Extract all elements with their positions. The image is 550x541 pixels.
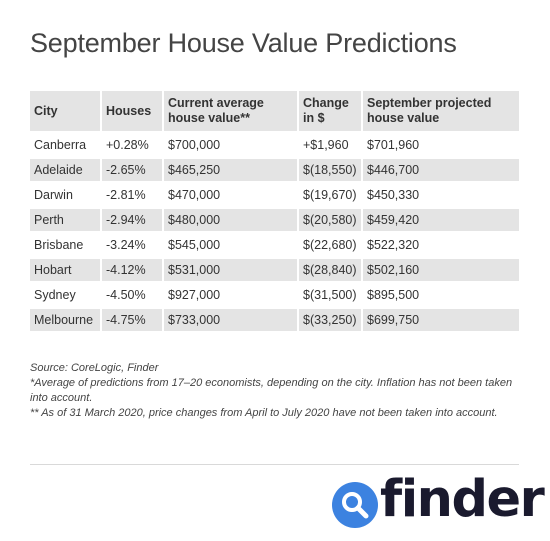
cell-city: Canberra — [30, 134, 100, 156]
cell-projected-value: $450,330 — [361, 184, 519, 206]
cell-current-value: $531,000 — [162, 259, 297, 281]
cell-projected-value: $699,750 — [361, 309, 519, 331]
table-row: Adelaide -2.65% $465,250 $(18,550) $446,700 — [30, 159, 519, 181]
cell-city: Brisbane — [30, 234, 100, 256]
table-row: Sydney -4.50% $927,000 $(31,500) $895,500 — [30, 284, 519, 306]
search-magnifier-icon — [332, 482, 378, 528]
cell-city: Adelaide — [30, 159, 100, 181]
cell-projected-value: $459,420 — [361, 209, 519, 231]
cell-houses: -4.50% — [100, 284, 162, 306]
cell-projected-value: $522,320 — [361, 234, 519, 256]
cell-change: $(20,580) — [297, 209, 361, 231]
header-change: Change in $ — [297, 91, 361, 131]
cell-change: $(22,680) — [297, 234, 361, 256]
header-current-line1: Current average — [168, 96, 264, 110]
header-projected-value: September projected house value — [361, 91, 519, 131]
divider — [30, 464, 519, 465]
cell-change: $(18,550) — [297, 159, 361, 181]
cell-current-value: $700,000 — [162, 134, 297, 156]
cell-projected-value: $502,160 — [361, 259, 519, 281]
header-change-line1: Change — [303, 96, 349, 110]
footnote-date: ** As of 31 March 2020, price changes fr… — [30, 407, 498, 419]
cell-projected-value: $701,960 — [361, 134, 519, 156]
cell-houses: -4.12% — [100, 259, 162, 281]
table-row: Hobart -4.12% $531,000 $(28,840) $502,160 — [30, 259, 519, 281]
predictions-table: City Houses Current average house value*… — [30, 88, 519, 334]
cell-city: Darwin — [30, 184, 100, 206]
footnote-average: *Average of predictions from 17–20 econo… — [30, 377, 513, 404]
predictions-table-container: City Houses Current average house value*… — [30, 88, 519, 334]
header-proj-line2: house value — [367, 111, 440, 125]
cell-change: $(31,500) — [297, 284, 361, 306]
table-body: Canberra +0.28% $700,000 +$1,960 $701,960 Ade… — [30, 134, 519, 331]
header-current-line2: house value** — [168, 111, 250, 125]
table-row: Darwin -2.81% $470,000 $(19,670) $450,330 — [30, 184, 519, 206]
cell-change: $(19,670) — [297, 184, 361, 206]
table-row: Perth -2.94% $480,000 $(20,580) $459,420 — [30, 209, 519, 231]
logo-wordmark: finder — [380, 470, 545, 529]
footnotes: Source: CoreLogic, Finder *Average of pr… — [30, 361, 525, 421]
cell-current-value: $733,000 — [162, 309, 297, 331]
cell-projected-value: $895,500 — [361, 284, 519, 306]
page-title: September House Value Predictions — [30, 28, 457, 58]
table-header-row: City Houses Current average house value*… — [30, 91, 519, 131]
cell-city: Perth — [30, 209, 100, 231]
cell-houses: -3.24% — [100, 234, 162, 256]
cell-change: $(33,250) — [297, 309, 361, 331]
cell-city: Melbourne — [30, 309, 100, 331]
cell-change: +$1,960 — [297, 134, 361, 156]
cell-houses: -2.94% — [100, 209, 162, 231]
finder-logo: finder — [332, 470, 545, 530]
cell-current-value: $480,000 — [162, 209, 297, 231]
cell-current-value: $545,000 — [162, 234, 297, 256]
header-city: City — [30, 91, 100, 131]
cell-houses: +0.28% — [100, 134, 162, 156]
table-row: Canberra +0.28% $700,000 +$1,960 $701,960 — [30, 134, 519, 156]
cell-current-value: $465,250 — [162, 159, 297, 181]
source-note: Source: CoreLogic, Finder — [30, 362, 159, 374]
cell-projected-value: $446,700 — [361, 159, 519, 181]
cell-city: Sydney — [30, 284, 100, 306]
header-proj-line1: September projected — [367, 96, 492, 110]
cell-current-value: $927,000 — [162, 284, 297, 306]
cell-houses: -4.75% — [100, 309, 162, 331]
cell-current-value: $470,000 — [162, 184, 297, 206]
table-row: Melbourne -4.75% $733,000 $(33,250) $699,750 — [30, 309, 519, 331]
cell-city: Hobart — [30, 259, 100, 281]
cell-change: $(28,840) — [297, 259, 361, 281]
cell-houses: -2.65% — [100, 159, 162, 181]
header-houses: Houses — [100, 91, 162, 131]
cell-houses: -2.81% — [100, 184, 162, 206]
header-change-line2: in $ — [303, 111, 325, 125]
header-current-value: Current average house value** — [162, 91, 297, 131]
table-row: Brisbane -3.24% $545,000 $(22,680) $522,320 — [30, 234, 519, 256]
